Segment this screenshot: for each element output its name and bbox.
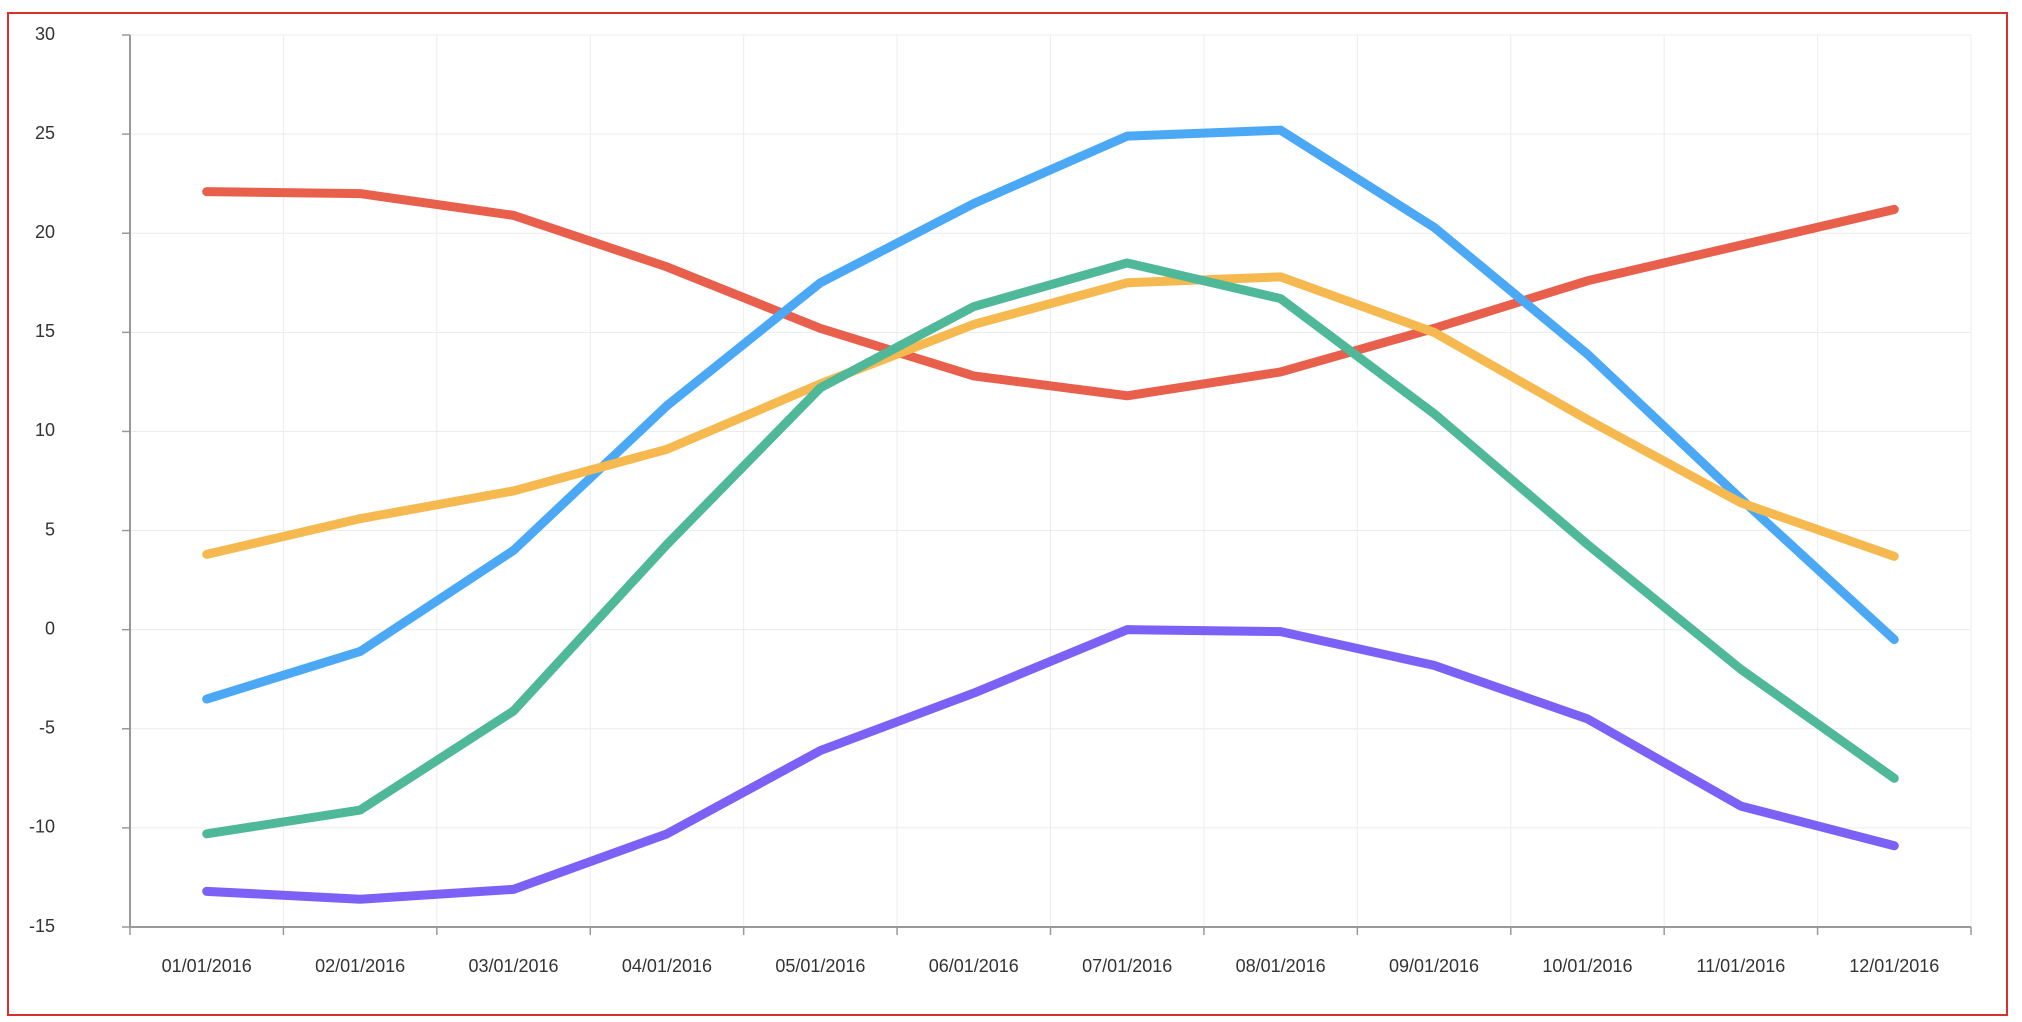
x-tick-label: 08/01/2016: [1236, 956, 1326, 976]
x-tick-label: 06/01/2016: [929, 956, 1019, 976]
x-tick-label: 05/01/2016: [775, 956, 865, 976]
x-tick-label: 10/01/2016: [1542, 956, 1632, 976]
y-tick-label: 5: [45, 519, 55, 539]
y-tick-label: 0: [45, 618, 55, 638]
x-tick-label: 09/01/2016: [1389, 956, 1479, 976]
x-tick-label: 12/01/2016: [1849, 956, 1939, 976]
y-tick-label: 15: [35, 321, 55, 341]
y-tick-label: 10: [35, 420, 55, 440]
y-tick-label: -5: [39, 718, 55, 738]
x-tick-label: 07/01/2016: [1082, 956, 1172, 976]
frame: [7, 12, 2008, 1016]
y-tick-label: -15: [29, 916, 55, 936]
x-tick-label: 02/01/2016: [315, 956, 405, 976]
y-tick-label: 25: [35, 123, 55, 143]
series-line: [202, 125, 1899, 704]
y-tick-label: 30: [35, 24, 55, 44]
x-tick-label: 11/01/2016: [1696, 956, 1785, 976]
series-line: [202, 272, 1899, 561]
x-tick-label: 03/01/2016: [468, 956, 558, 976]
series-line: [202, 258, 1899, 839]
y-tick-label: -10: [29, 817, 55, 837]
x-tick-label: 01/01/2016: [162, 956, 252, 976]
series-line: [202, 625, 1899, 904]
x-tick-label: 04/01/2016: [622, 956, 712, 976]
series-line: [202, 187, 1899, 401]
y-tick-label: 20: [35, 222, 55, 242]
